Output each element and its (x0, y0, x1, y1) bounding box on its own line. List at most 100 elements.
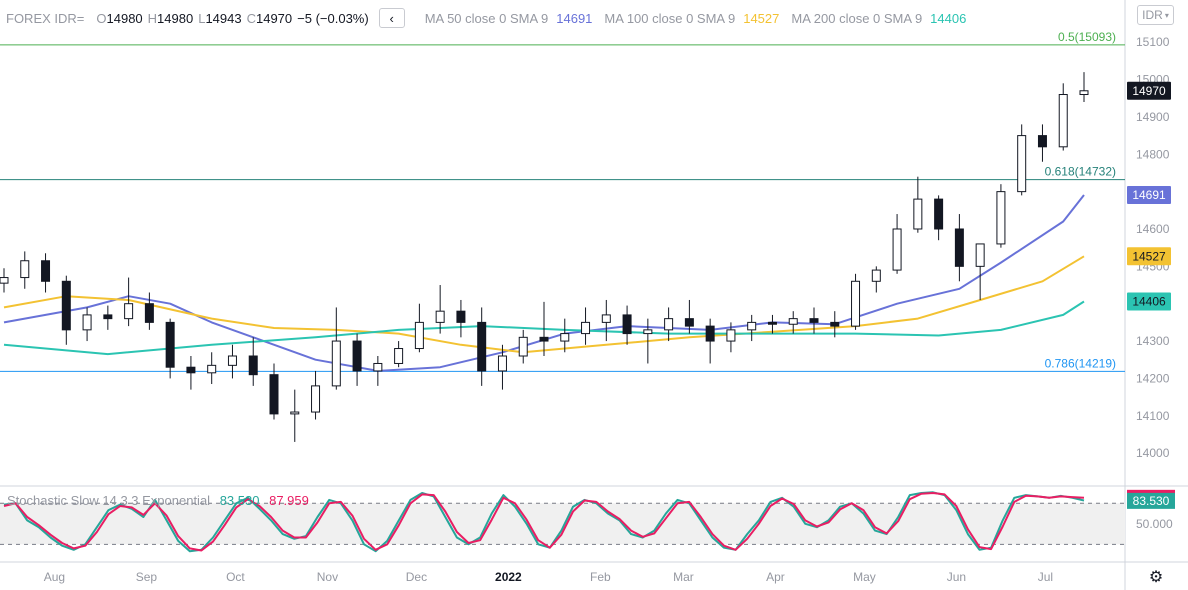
time-tick-label: Sep (136, 570, 158, 584)
candle-body (788, 318, 798, 325)
gear-icon[interactable]: ⚙ (1148, 569, 1164, 586)
time-tick-label: Mar (673, 570, 694, 584)
ma200-label: MA 200 close 0 SMA 9 (791, 10, 923, 26)
candle-body (892, 228, 902, 271)
stochastic-band (0, 503, 1125, 545)
stochastic-k-value: 83.530 (219, 493, 260, 508)
candle-body (664, 318, 674, 331)
candle-body (497, 355, 507, 372)
candle-body (394, 348, 404, 364)
candle-body (767, 321, 777, 325)
ma100-value: 14527 (743, 10, 780, 26)
candle-body (269, 374, 279, 415)
price-tick-label: 15100 (1136, 35, 1170, 49)
candle-body (1058, 94, 1068, 148)
candle-body (975, 243, 985, 267)
candle-body (1037, 135, 1047, 148)
time-tick-label: 2022 (495, 570, 522, 584)
stochastic-badge-label-k: 83.530 (1133, 494, 1170, 508)
price-tick-label: 14900 (1136, 110, 1170, 124)
close-value: 14970 (255, 10, 293, 26)
candle-body (165, 321, 175, 368)
stochastic-d-value: 87.959 (269, 493, 309, 508)
candle-body (311, 385, 321, 413)
candle-body (414, 321, 424, 350)
candle-body (435, 310, 445, 323)
price-badge-ma50 (1127, 185, 1171, 204)
price-badge-label-ma50: 14691 (1132, 188, 1166, 202)
candle-body (0, 277, 9, 284)
candle-body (207, 364, 217, 374)
candle-body (186, 366, 196, 374)
price-badge-label-ma200: 14406 (1132, 294, 1166, 308)
ma100-label: MA 100 close 0 SMA 9 (604, 10, 736, 26)
candle-body (809, 318, 819, 323)
chevron-down-icon: ▾ (1164, 10, 1169, 20)
open-value: 14980 (106, 10, 143, 26)
time-tick-label: Aug (44, 570, 65, 584)
candle-body (581, 321, 591, 335)
candle-body (41, 260, 51, 282)
candle-body (124, 303, 134, 320)
candle-body (747, 321, 757, 331)
candle-body (934, 198, 944, 230)
stochastic-badge-k (1127, 492, 1175, 509)
price-tick-label: 14100 (1136, 409, 1170, 423)
candle-body (20, 260, 30, 279)
stochastic-legend: Stochastic Slow 14 3 3 Exponential 83.53… (7, 493, 309, 508)
time-tick-label: Jul (1038, 570, 1053, 584)
fib-level-label: 0.618(14732) (1045, 165, 1116, 179)
time-tick-label: Nov (317, 570, 338, 584)
time-tick-label: Jun (947, 570, 966, 584)
price-tick-label: 14600 (1136, 222, 1170, 236)
ma50-value: 14691 (556, 10, 593, 26)
time-tick-label: Oct (226, 570, 245, 584)
candle-body (913, 198, 923, 230)
ma-line-ma50 (3, 194, 1085, 372)
candle-body (352, 340, 362, 372)
time-tick-label: May (853, 570, 876, 584)
candle-body (705, 325, 715, 342)
candle-body (643, 329, 653, 335)
candle-body (477, 321, 487, 372)
main-legend: FOREX IDR= O 14980 H 14980 L 14943 C 14970 −… (6, 8, 966, 28)
candle-body (560, 333, 570, 342)
price-tick-label: 14000 (1136, 446, 1170, 460)
price-badge-label-ma100: 14527 (1132, 249, 1166, 263)
stochastic-title: Stochastic Slow 14 3 3 Exponential (7, 493, 211, 508)
low-value: 14943 (205, 10, 242, 26)
candle-body (373, 362, 383, 372)
candle-body (954, 228, 964, 267)
price-tick-label: 14800 (1136, 147, 1170, 161)
candle-body (830, 321, 840, 327)
candle-body (1079, 90, 1089, 96)
legend-collapse-button[interactable]: ‹ (378, 8, 405, 28)
stochastic-tick-label: 50.000 (1136, 517, 1173, 531)
time-tick-label: Feb (590, 570, 611, 584)
symbol-label: FOREX IDR= (6, 10, 85, 26)
change-value: −5 (−0.03%) (297, 10, 369, 26)
time-tick-label: Dec (406, 570, 427, 584)
candle-body (248, 355, 258, 376)
candle-body (331, 340, 341, 387)
candle-body (227, 355, 237, 366)
candle-body (518, 336, 528, 357)
price-tick-label: 14300 (1136, 334, 1170, 348)
candle-body (456, 310, 466, 323)
currency-button[interactable]: IDR ▾ (1137, 5, 1174, 25)
price-badge-ma200 (1127, 292, 1171, 311)
candle-body (622, 314, 632, 335)
candle-body (871, 269, 881, 282)
fib-level-label: 0.5(15093) (1058, 30, 1116, 44)
candle-body (539, 336, 549, 342)
candle-body (996, 191, 1006, 245)
high-value: 14980 (157, 10, 194, 26)
ma50-label: MA 50 close 0 SMA 9 (424, 10, 549, 26)
candle-body (726, 329, 736, 342)
time-tick-label: Apr (766, 570, 785, 584)
price-badge-last (1127, 81, 1171, 100)
price-tick-label: 14200 (1136, 371, 1170, 385)
candle-body (851, 280, 861, 327)
